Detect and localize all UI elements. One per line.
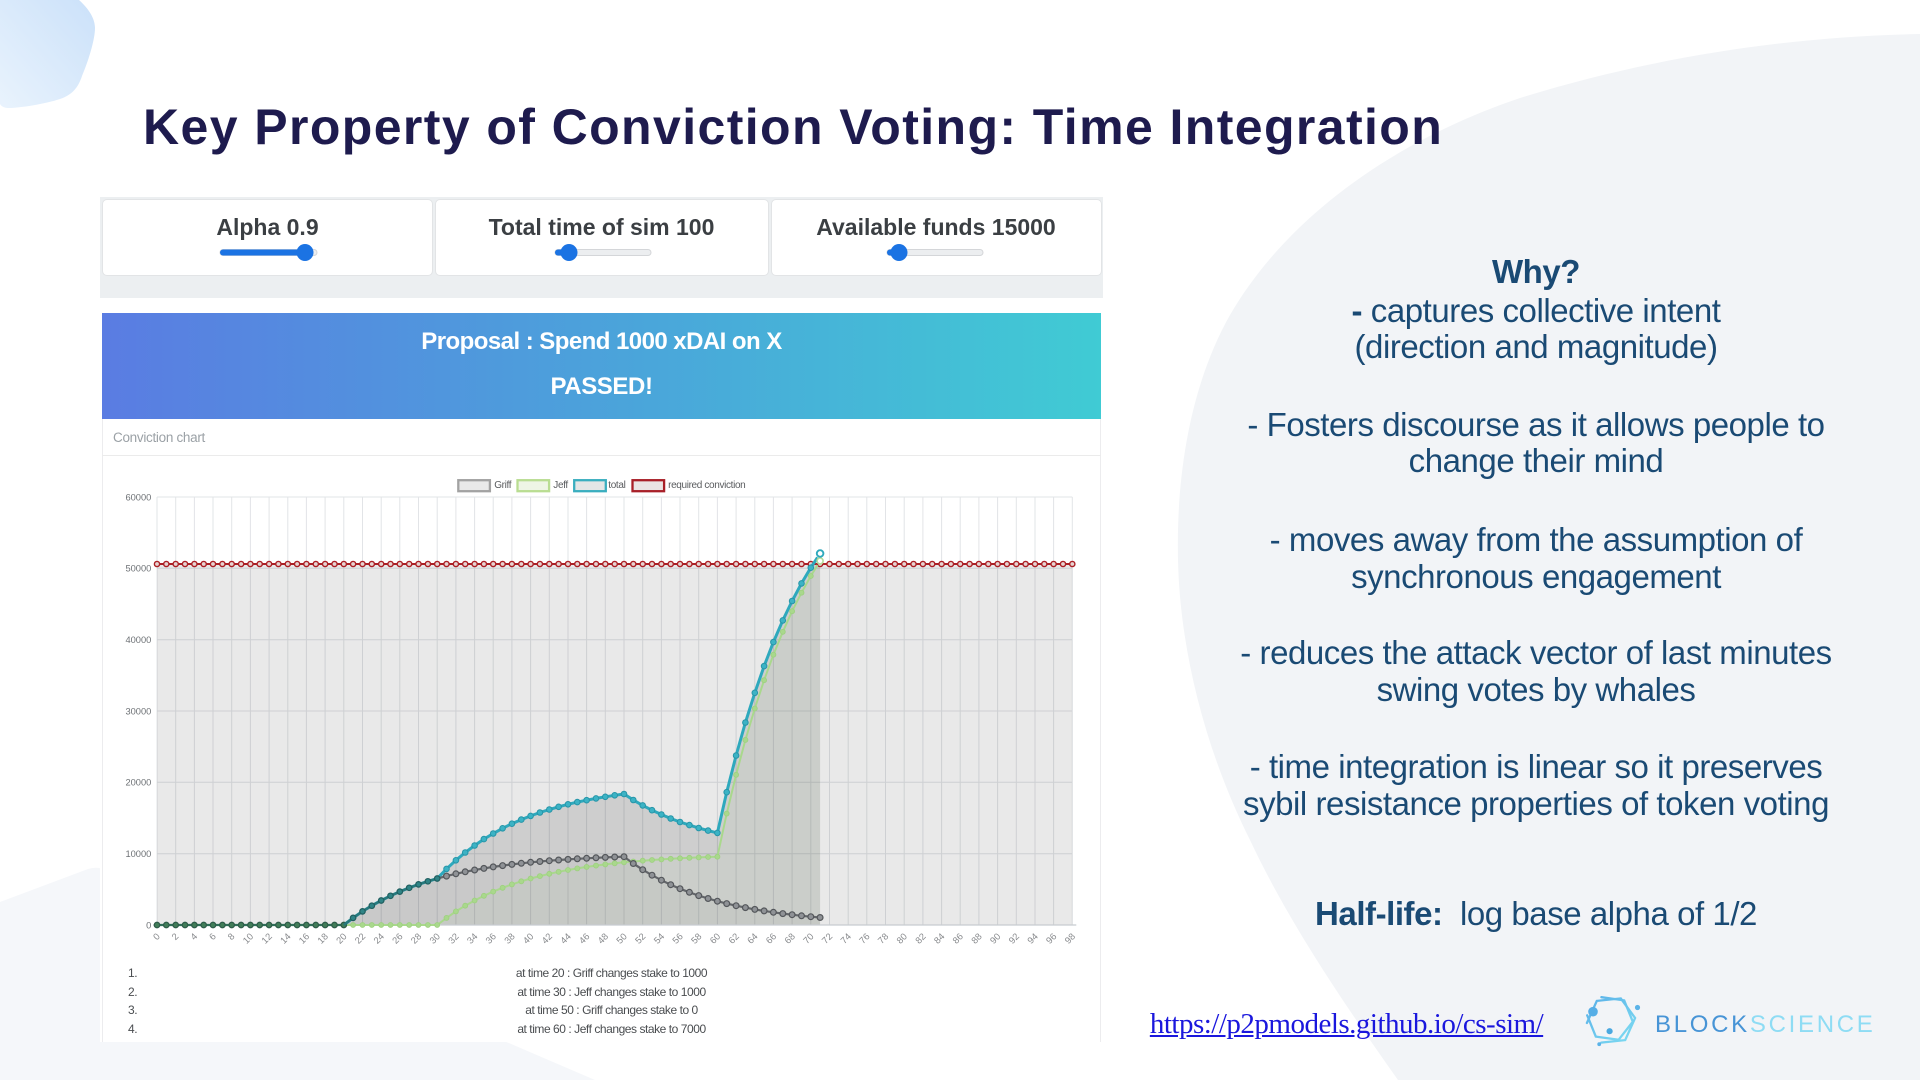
svg-text:50000: 50000: [125, 564, 151, 574]
svg-text:78: 78: [876, 931, 890, 945]
svg-text:BLOCKSCIENCE: BLOCKSCIENCE: [1655, 1011, 1875, 1038]
svg-text:60000: 60000: [125, 492, 151, 502]
svg-text:88: 88: [969, 931, 983, 945]
svg-text:16: 16: [297, 931, 311, 945]
svg-text:76: 76: [857, 931, 871, 945]
svg-text:Jeff: Jeff: [553, 480, 568, 491]
svg-text:40: 40: [521, 931, 535, 945]
svg-text:6: 6: [207, 931, 218, 942]
svg-text:36: 36: [484, 931, 498, 945]
svg-text:60: 60: [708, 931, 722, 945]
svg-text:34: 34: [465, 931, 479, 945]
svg-text:10000: 10000: [125, 849, 151, 859]
svg-text:24: 24: [372, 931, 386, 945]
svg-text:22: 22: [353, 931, 367, 945]
svg-text:82: 82: [913, 931, 927, 945]
svg-text:8: 8: [226, 931, 237, 942]
svg-text:20: 20: [334, 931, 348, 945]
svg-text:84: 84: [932, 931, 946, 945]
svg-text:50: 50: [615, 931, 629, 945]
svg-text:2: 2: [170, 931, 181, 942]
svg-text:74: 74: [839, 931, 853, 945]
svg-text:44: 44: [559, 931, 573, 945]
svg-text:46: 46: [577, 931, 591, 945]
svg-text:18: 18: [316, 931, 330, 945]
svg-text:32: 32: [446, 931, 460, 945]
svg-text:72: 72: [820, 931, 834, 945]
svg-text:28: 28: [409, 931, 423, 945]
svg-text:4: 4: [189, 931, 200, 942]
svg-text:Griff: Griff: [494, 480, 512, 491]
svg-text:52: 52: [633, 931, 647, 945]
svg-text:48: 48: [596, 931, 610, 945]
svg-text:required conviction: required conviction: [668, 480, 745, 491]
svg-text:58: 58: [689, 931, 703, 945]
svg-text:98: 98: [1063, 931, 1077, 945]
svg-text:80: 80: [895, 931, 909, 945]
svg-text:20000: 20000: [125, 778, 151, 788]
svg-text:54: 54: [652, 931, 666, 945]
svg-text:42: 42: [540, 931, 554, 945]
svg-text:30: 30: [428, 931, 442, 945]
svg-text:96: 96: [1044, 931, 1058, 945]
svg-text:68: 68: [783, 931, 797, 945]
svg-text:90: 90: [988, 931, 1002, 945]
svg-text:0: 0: [151, 931, 162, 942]
svg-text:10: 10: [241, 931, 255, 945]
svg-text:total: total: [608, 480, 625, 491]
svg-text:40000: 40000: [125, 635, 151, 645]
svg-text:94: 94: [1026, 931, 1040, 945]
svg-text:62: 62: [727, 931, 741, 945]
svg-text:12: 12: [260, 931, 274, 945]
svg-text:64: 64: [745, 931, 759, 945]
svg-text:14: 14: [278, 931, 292, 945]
svg-text:56: 56: [671, 931, 685, 945]
svg-text:38: 38: [502, 931, 516, 945]
svg-text:0: 0: [146, 920, 151, 930]
svg-text:26: 26: [390, 931, 404, 945]
svg-text:66: 66: [764, 931, 778, 945]
svg-text:92: 92: [1007, 931, 1021, 945]
svg-text:86: 86: [951, 931, 965, 945]
svg-text:30000: 30000: [125, 706, 151, 716]
svg-text:70: 70: [801, 931, 815, 945]
